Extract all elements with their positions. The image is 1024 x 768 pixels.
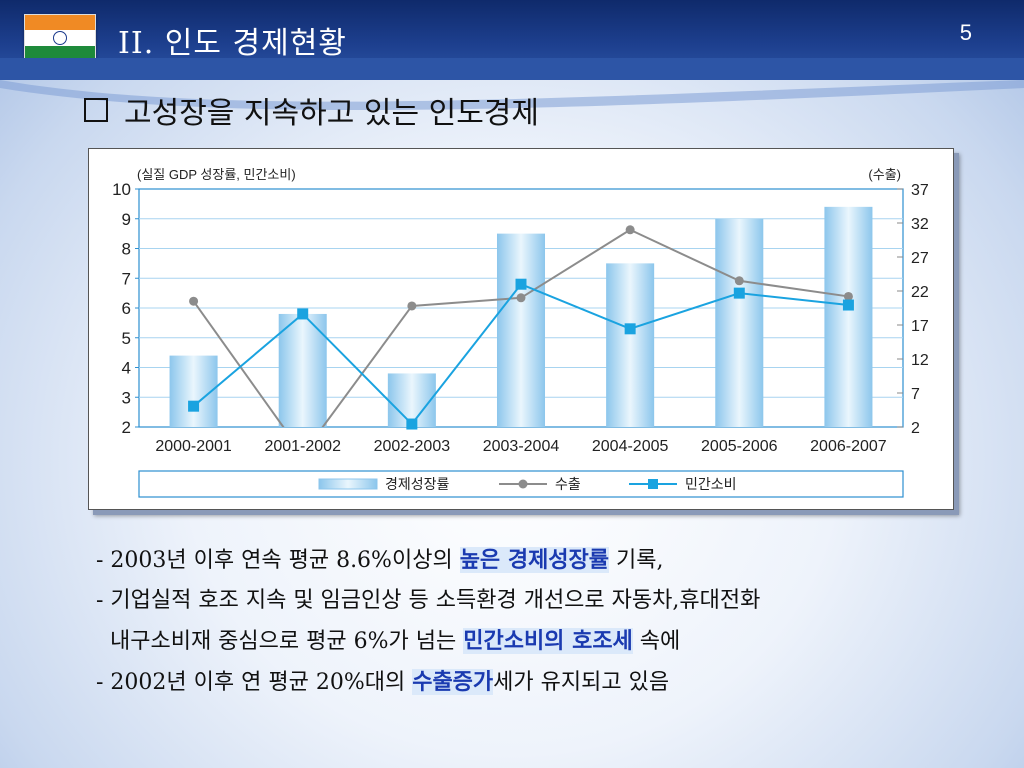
bar: [824, 206, 873, 427]
data-point: [734, 276, 744, 286]
left-tick-label: 4: [122, 359, 131, 378]
category-label: 2002-2003: [374, 438, 451, 455]
bullet-line: - 기업실적 호조 지속 및 임금인상 등 소득환경 개선으로 자동차,휴대전화: [96, 581, 760, 621]
data-point: [624, 323, 636, 335]
chart-frame: (실질 GDP 성장률, 민간소비) (수출) 10 9 8 7 6 5 4 3 2 37 32 27…: [88, 148, 954, 510]
bullet-text: 내구소비재 중심으로 평균 6%가 넘는: [96, 629, 464, 654]
right-tick-label: 37: [911, 182, 929, 199]
page-number: 5: [959, 20, 972, 45]
category-label: 2000-2001: [155, 438, 232, 455]
bar: [496, 233, 546, 427]
left-axis-title: (실질 GDP 성장률, 민간소비): [137, 167, 296, 182]
data-point: [843, 291, 853, 301]
right-tick-label: 7: [911, 386, 920, 403]
category-label: 2006-2007: [810, 438, 887, 455]
data-point: [406, 418, 418, 430]
right-tick-label: 22: [911, 284, 929, 301]
right-tick-label: 27: [911, 250, 929, 267]
slide-title: II. 인도 경제현황: [118, 26, 347, 61]
category-label: 2003-2004: [483, 438, 560, 455]
left-tick-label: 2: [122, 418, 131, 437]
right-tick-label: 17: [911, 318, 929, 335]
india-flag-icon: [24, 14, 96, 62]
data-point: [842, 299, 854, 311]
legend-label: 경제성장률: [385, 476, 450, 492]
data-point: [407, 301, 417, 311]
data-point: [188, 400, 200, 412]
left-tick-label: 3: [122, 388, 131, 407]
bar: [387, 373, 436, 427]
left-tick-label: 7: [122, 269, 131, 288]
data-point: [515, 278, 527, 290]
category-label: 2001-2002: [264, 438, 341, 455]
bullet-highlight: 높은 경제성장률: [459, 547, 610, 573]
left-tick-label: 9: [122, 210, 131, 229]
left-tick-label: 6: [122, 299, 131, 318]
bullet-text: - 기업실적 호조 지속 및 임금인상 등 소득환경 개선으로 자동차,휴대전화: [96, 588, 761, 613]
bullet-list: - 2003년 이후 연속 평균 8.6%이상의 높은 경제성장률 기록, - 기…: [96, 540, 760, 703]
bullet-line: 내구소비재 중심으로 평균 6%가 넘는 민간소비의 호조세 속에: [96, 621, 760, 662]
bullet-text: 기록,: [609, 548, 664, 573]
section-heading: 고성장을 지속하고 있는 인도경제: [84, 88, 539, 132]
right-tick-label: 12: [911, 352, 929, 369]
data-point: [625, 225, 635, 235]
left-tick-label: 5: [122, 329, 131, 348]
data-point: [516, 293, 526, 303]
bullet-line: - 2002년 이후 연 평균 20%대의 수출증가세가 유지되고 있음: [96, 662, 760, 703]
legend-label: 민간소비: [685, 476, 737, 492]
bullet-text: - 2003년 이후 연속 평균 8.6%이상의: [96, 548, 460, 573]
header-swoosh: [0, 58, 1024, 111]
right-tick-label: 32: [911, 216, 929, 233]
bar: [715, 218, 764, 427]
section-heading-text: 고성장을 지속하고 있는 인도경제: [124, 96, 540, 131]
legend-label: 수출: [555, 476, 581, 492]
data-point: [189, 296, 199, 306]
bar: [278, 313, 327, 427]
bullet-text: 속에: [632, 629, 681, 654]
bar: [606, 263, 655, 427]
right-tick-label: 2: [911, 420, 920, 437]
bullet-text: - 2002년 이후 연 평균 20%대의: [96, 670, 413, 695]
left-tick-label: 10: [112, 180, 131, 199]
legend-marker: [518, 479, 528, 489]
category-label: 2004-2005: [592, 438, 669, 455]
right-axis-title: (수출): [868, 167, 901, 182]
bullet-highlight: 수출증가: [412, 669, 494, 695]
legend-bar-swatch: [318, 478, 378, 490]
data-point: [733, 287, 745, 299]
category-label: 2005-2006: [701, 438, 778, 455]
legend-marker: [648, 479, 658, 489]
combo-chart: (실질 GDP 성장률, 민간소비) (수출) 1098765432373227…: [112, 167, 929, 498]
bullet-line: - 2003년 이후 연속 평균 8.6%이상의 높은 경제성장률 기록,: [96, 540, 760, 581]
data-point: [297, 308, 309, 320]
bar: [169, 355, 218, 427]
bullet-text: 세가 유지되고 있음: [493, 670, 670, 695]
bullet-highlight: 민간소비의 호조세: [463, 628, 633, 654]
checkbox-bullet-icon: [84, 98, 108, 122]
left-tick-label: 8: [122, 240, 131, 259]
